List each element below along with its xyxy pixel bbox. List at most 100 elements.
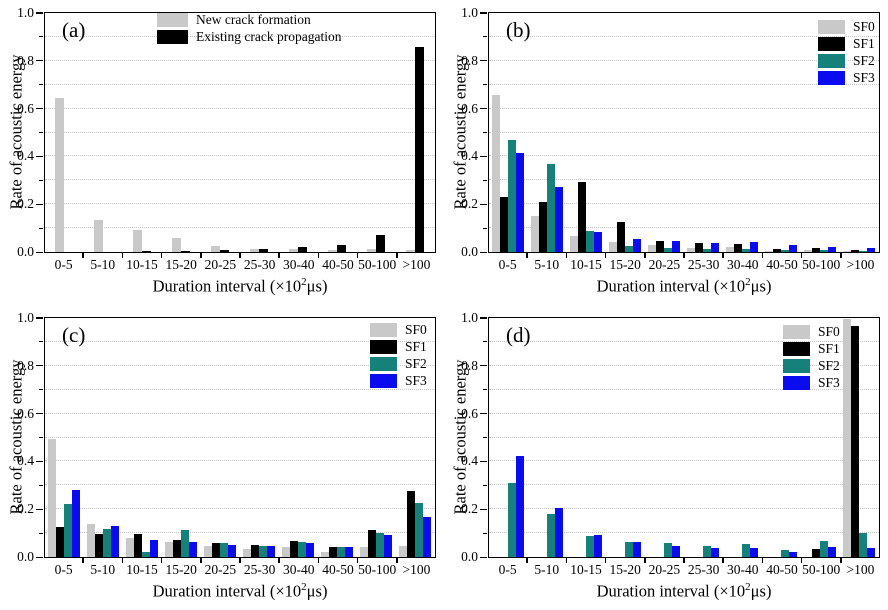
- bar-new-crack-formation: [327, 250, 337, 252]
- gridline: [489, 179, 879, 181]
- x-tick: [82, 558, 84, 563]
- x-axis-title-text: Duration interval (×10: [152, 581, 302, 601]
- y-tick-label: 1.0: [17, 309, 34, 325]
- bar-group: [201, 318, 240, 557]
- x-axis-title-unit: μs): [306, 276, 328, 296]
- y-tick-label: 0.2: [461, 196, 478, 212]
- x-tick-label: 40-50: [322, 562, 354, 577]
- gridline: [489, 364, 879, 366]
- y-minor-tick: [39, 179, 43, 182]
- x-tick: [644, 253, 646, 258]
- bar-sf0: [165, 542, 174, 557]
- y-tick-label: 0.8: [461, 52, 478, 68]
- bar-new-crack-formation: [288, 249, 298, 252]
- bar-group: [395, 318, 434, 557]
- y-tick-label: 0.0: [461, 244, 478, 260]
- y-tick-label: 0.4: [17, 453, 34, 469]
- bar-sf3: [594, 232, 603, 252]
- bar-sf1: [250, 545, 259, 557]
- bar-group: [761, 318, 800, 557]
- bar-sf3: [827, 547, 836, 557]
- bar-sf3: [672, 241, 681, 252]
- bar-sf3: [516, 456, 525, 557]
- x-tick: [239, 253, 241, 258]
- bar-sf3: [555, 187, 564, 252]
- bar-sf1: [406, 491, 415, 557]
- y-major-tick: [480, 412, 487, 415]
- bar-sf1: [367, 530, 376, 557]
- bar-sf2: [508, 483, 517, 557]
- bar-sf0: [842, 319, 851, 557]
- gridline: [489, 155, 879, 157]
- bar-sf3: [594, 535, 603, 557]
- bar-sf0: [48, 439, 57, 557]
- bar-sf2: [625, 542, 634, 557]
- bar-group: [606, 13, 645, 252]
- bar-sf3: [266, 546, 275, 557]
- bar-group: [489, 13, 528, 252]
- x-tick-label: >100: [846, 257, 875, 272]
- bar-sf3: [344, 547, 353, 557]
- bar-group: [761, 13, 800, 252]
- bar-new-crack-formation: [55, 98, 65, 252]
- x-tick: [644, 558, 646, 563]
- y-major-tick: [36, 155, 43, 158]
- y-major-tick: [36, 203, 43, 206]
- legend-item: Existing crack propagation: [157, 29, 341, 44]
- legend-swatch: [157, 29, 188, 44]
- x-tick: [565, 558, 568, 563]
- x-tick-label: 20-25: [648, 257, 681, 272]
- y-minor-tick: [483, 131, 487, 134]
- legend-item: SF1: [783, 341, 840, 356]
- x-tick: [604, 253, 607, 258]
- bar-sf1: [850, 326, 859, 557]
- x-tick-label: 5-10: [90, 257, 116, 272]
- legend-item: SF3: [818, 70, 875, 85]
- y-tick-label: 1.0: [17, 4, 34, 20]
- bar-group: [317, 13, 356, 252]
- panel-a: (a) Rate of acoustic energy Duration int…: [0, 0, 444, 305]
- y-minor-tick: [483, 484, 487, 487]
- x-tick-label: 0-5: [54, 562, 73, 577]
- legend-swatch: [370, 356, 397, 371]
- legend: SF0 SF1 SF2 SF3: [783, 324, 840, 392]
- x-tick-label: 0-5: [498, 257, 517, 272]
- legend-item: SF1: [818, 36, 875, 51]
- legend-item: SF2: [783, 358, 840, 373]
- x-tick-label: 15-20: [165, 562, 197, 577]
- gridline: [489, 388, 879, 390]
- x-axis-title-unit: μs): [750, 581, 772, 601]
- bar-existing-crack-propagation: [375, 235, 385, 252]
- x-axis-title-sup: 2: [301, 276, 307, 288]
- legend-swatch: [783, 375, 810, 390]
- gridline: [45, 35, 435, 37]
- x-tick: [526, 253, 528, 258]
- x-tick-label: 25-30: [243, 257, 276, 272]
- y-major-tick: [480, 155, 487, 158]
- bar-sf2: [64, 504, 73, 557]
- x-axis-title-text: Duration interval (×10: [596, 276, 746, 296]
- legend-swatch: [370, 322, 397, 337]
- y-tick-label: 0.8: [17, 357, 34, 373]
- bar-existing-crack-propagation: [414, 47, 424, 252]
- y-major-tick: [480, 317, 487, 319]
- y-minor-tick: [39, 131, 43, 134]
- x-tick: [800, 558, 803, 563]
- bar-sf3: [422, 517, 431, 557]
- bar-sf2: [858, 251, 867, 252]
- x-tick: [840, 253, 842, 258]
- gridline: [489, 460, 879, 462]
- bar-sf0: [764, 251, 773, 252]
- y-major-tick: [480, 364, 487, 367]
- y-minor-tick: [39, 484, 43, 487]
- y-tick-label: 0.6: [17, 100, 34, 116]
- y-tick-label: 1.0: [461, 309, 478, 325]
- legend-swatch: [783, 358, 810, 373]
- bar-group: [722, 13, 761, 252]
- y-minor-tick: [483, 340, 487, 343]
- x-tick: [565, 253, 568, 258]
- x-tick: [396, 558, 398, 563]
- bar-sf2: [780, 550, 789, 557]
- x-tick-label: 10-15: [570, 562, 602, 577]
- x-axis-title-sup: 2: [301, 581, 307, 593]
